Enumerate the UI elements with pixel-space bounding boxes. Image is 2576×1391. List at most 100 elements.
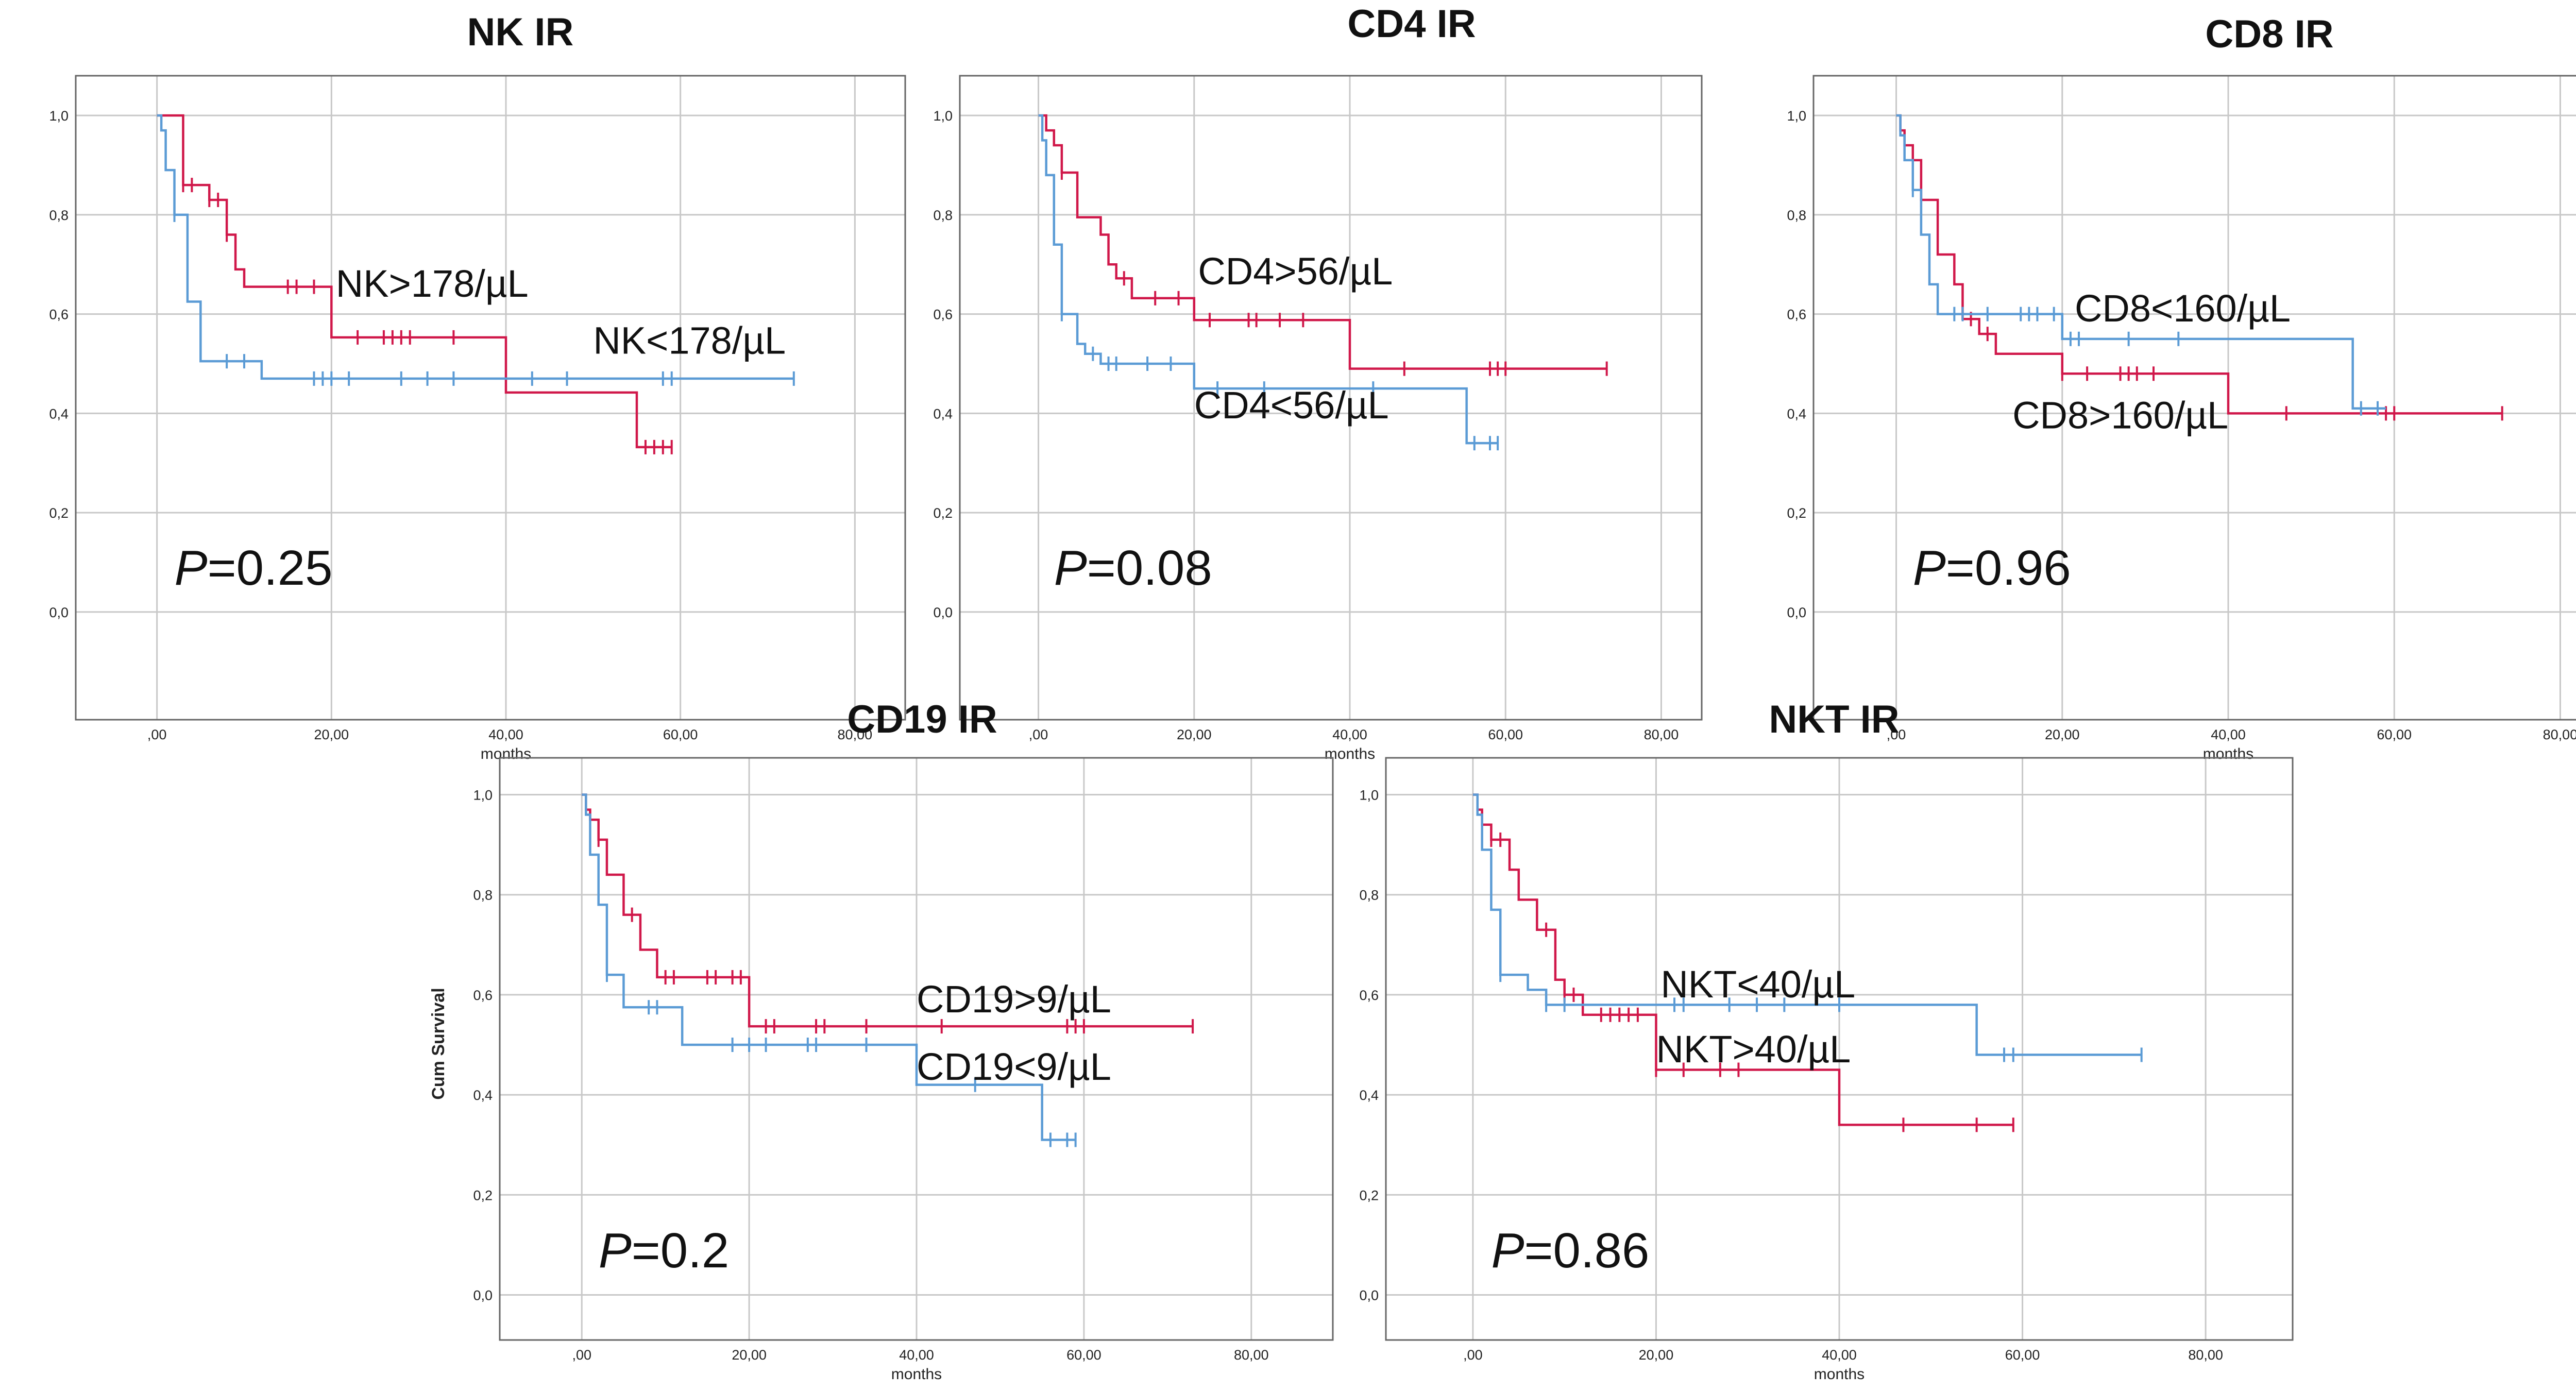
panel-title: NK IR bbox=[467, 10, 574, 54]
y-tick-label: 0,0 bbox=[49, 605, 69, 620]
x-tick-label: 40,00 bbox=[488, 727, 523, 742]
y-tick-label: 0,6 bbox=[1787, 307, 1806, 323]
y-tick-label: 0,6 bbox=[49, 307, 69, 323]
x-tick-label: 20,00 bbox=[1639, 1347, 1674, 1363]
x-tick-label: 60,00 bbox=[2005, 1347, 2040, 1363]
p-value: P=0.86 bbox=[1491, 1223, 1649, 1278]
p-value: P=0.08 bbox=[1054, 540, 1212, 596]
y-tick-label: 0,0 bbox=[933, 605, 953, 620]
panel-cd19: CD19 IR Cum Survival 0,0 0,2 0,4 0,6 0,8 1,0,… bbox=[429, 698, 1334, 1383]
x-tick-label: 20,00 bbox=[732, 1347, 767, 1363]
p-symbol: P bbox=[1913, 540, 1946, 596]
panel-nk: NK IR 0,0 0,2 0,4 0,6 0,8 1,0 ,00 20,00 40,00 60,… bbox=[49, 10, 906, 762]
p-number: =0.2 bbox=[632, 1223, 730, 1278]
survival-curve-blue bbox=[582, 793, 1076, 1141]
y-tick-label: 0,2 bbox=[1787, 505, 1806, 521]
y-tick-label: 0,4 bbox=[49, 406, 69, 421]
p-number: =0.96 bbox=[1946, 540, 2071, 596]
survival-curve-blue bbox=[1896, 114, 2386, 410]
p-symbol: P bbox=[1054, 540, 1087, 596]
plot-frame bbox=[959, 75, 1703, 721]
panel-title: NKT IR bbox=[1769, 698, 1899, 741]
group-label: CD19>9/µL bbox=[917, 978, 1111, 1021]
y-tick-label: 0,2 bbox=[49, 505, 69, 521]
group-label: NK>178/µL bbox=[336, 262, 529, 305]
y-tick-label: 0,4 bbox=[1787, 406, 1806, 421]
y-tick-label: 0,0 bbox=[473, 1287, 493, 1303]
y-tick-label: 0,2 bbox=[473, 1188, 493, 1203]
y-tick-label: 0,0 bbox=[1359, 1287, 1379, 1303]
survival-curve-red bbox=[1896, 114, 2502, 415]
y-tick-label: 0,6 bbox=[933, 307, 953, 323]
plot-frame bbox=[499, 757, 1334, 1341]
x-tick-label: 40,00 bbox=[2211, 727, 2246, 742]
x-tick-label: 80,00 bbox=[1234, 1347, 1269, 1363]
survival-curve-blue bbox=[1472, 793, 2142, 1056]
p-value: P=0.25 bbox=[175, 540, 333, 596]
p-symbol: P bbox=[599, 1223, 632, 1278]
y-tick-label: 1,0 bbox=[933, 108, 953, 124]
group-label: NK<178/µL bbox=[593, 319, 786, 362]
x-tick-label: 80,00 bbox=[2543, 727, 2576, 742]
p-value: P=0.2 bbox=[599, 1223, 730, 1278]
x-tick-label: 40,00 bbox=[1332, 727, 1367, 742]
x-tick-label: 60,00 bbox=[2377, 727, 2412, 742]
panel-cd4: CD4 IR 0,0 0,2 0,4 0,6 0,8 1,0 ,00 20,00 40,00 60… bbox=[933, 2, 1703, 762]
y-tick-label: 0,8 bbox=[473, 888, 493, 903]
x-axis-label: months bbox=[891, 1366, 942, 1383]
x-tick-label: 40,00 bbox=[899, 1347, 934, 1363]
y-tick-label: 0,0 bbox=[1787, 605, 1806, 620]
p-symbol: P bbox=[175, 540, 208, 596]
group-label: CD4<56/µL bbox=[1194, 384, 1389, 427]
y-tick-label: 0,6 bbox=[473, 988, 493, 1003]
y-tick-label: 0,6 bbox=[1359, 988, 1379, 1003]
panel-title: CD8 IR bbox=[2205, 12, 2333, 56]
p-number: =0.25 bbox=[208, 540, 333, 596]
group-label: CD8>160/µL bbox=[2012, 394, 2228, 436]
y-tick-label: 0,4 bbox=[933, 406, 953, 421]
x-tick-label: ,00 bbox=[1029, 727, 1048, 742]
x-tick-label: 20,00 bbox=[1177, 727, 1212, 742]
x-tick-label: ,00 bbox=[1463, 1347, 1483, 1363]
group-label: CD19<9/µL bbox=[917, 1045, 1111, 1088]
y-tick-label: 1,0 bbox=[49, 108, 69, 124]
x-tick-label: 60,00 bbox=[1488, 727, 1523, 742]
y-tick-label: 0,4 bbox=[1359, 1088, 1379, 1103]
group-label: CD4>56/µL bbox=[1198, 250, 1393, 293]
x-tick-label: 40,00 bbox=[1822, 1347, 1857, 1363]
p-value: P=0.96 bbox=[1913, 540, 2071, 596]
plot-frame bbox=[1812, 75, 2576, 721]
x-tick-label: 20,00 bbox=[2045, 727, 2080, 742]
x-tick-label: 80,00 bbox=[2188, 1347, 2223, 1363]
y-tick-label: 0,8 bbox=[49, 208, 69, 223]
y-tick-label: 1,0 bbox=[1787, 108, 1806, 124]
panel-cd8: CD8 IR 0,0 0,2 0,4 0,6 0,8 1,0 ,00 20,00 40,00 60… bbox=[1787, 12, 2576, 762]
p-number: =0.86 bbox=[1524, 1223, 1649, 1278]
x-tick-label: ,00 bbox=[1887, 727, 1906, 742]
group-label: NKT<40/µL bbox=[1660, 963, 1855, 1006]
panel-title: CD19 IR bbox=[847, 698, 997, 741]
x-tick-label: 60,00 bbox=[663, 727, 698, 742]
survival-curve-red bbox=[1472, 793, 2013, 1126]
survival-curve-blue bbox=[1038, 114, 1498, 445]
y-tick-label: 0,8 bbox=[1787, 208, 1806, 223]
survival-curve-red bbox=[582, 793, 1193, 1028]
y-tick-label: 0,8 bbox=[933, 208, 953, 223]
y-tick-label: 1,0 bbox=[473, 788, 493, 803]
x-axis-label: months bbox=[2203, 745, 2253, 762]
p-symbol: P bbox=[1491, 1223, 1524, 1278]
x-tick-label: ,00 bbox=[147, 727, 167, 742]
y-axis-label: Cum Survival bbox=[429, 988, 448, 1099]
plot-frame bbox=[75, 75, 906, 721]
group-label: NKT>40/µL bbox=[1656, 1028, 1851, 1071]
plot-frame bbox=[1385, 757, 2294, 1341]
group-label: CD8<160/µL bbox=[2075, 287, 2291, 330]
y-tick-label: 0,2 bbox=[933, 505, 953, 521]
p-number: =0.08 bbox=[1087, 540, 1212, 596]
x-tick-label: 60,00 bbox=[1066, 1347, 1101, 1363]
x-tick-label: 20,00 bbox=[314, 727, 349, 742]
y-tick-label: 0,8 bbox=[1359, 888, 1379, 903]
x-axis-label: months bbox=[1814, 1366, 1865, 1383]
x-tick-label: ,00 bbox=[572, 1347, 591, 1363]
